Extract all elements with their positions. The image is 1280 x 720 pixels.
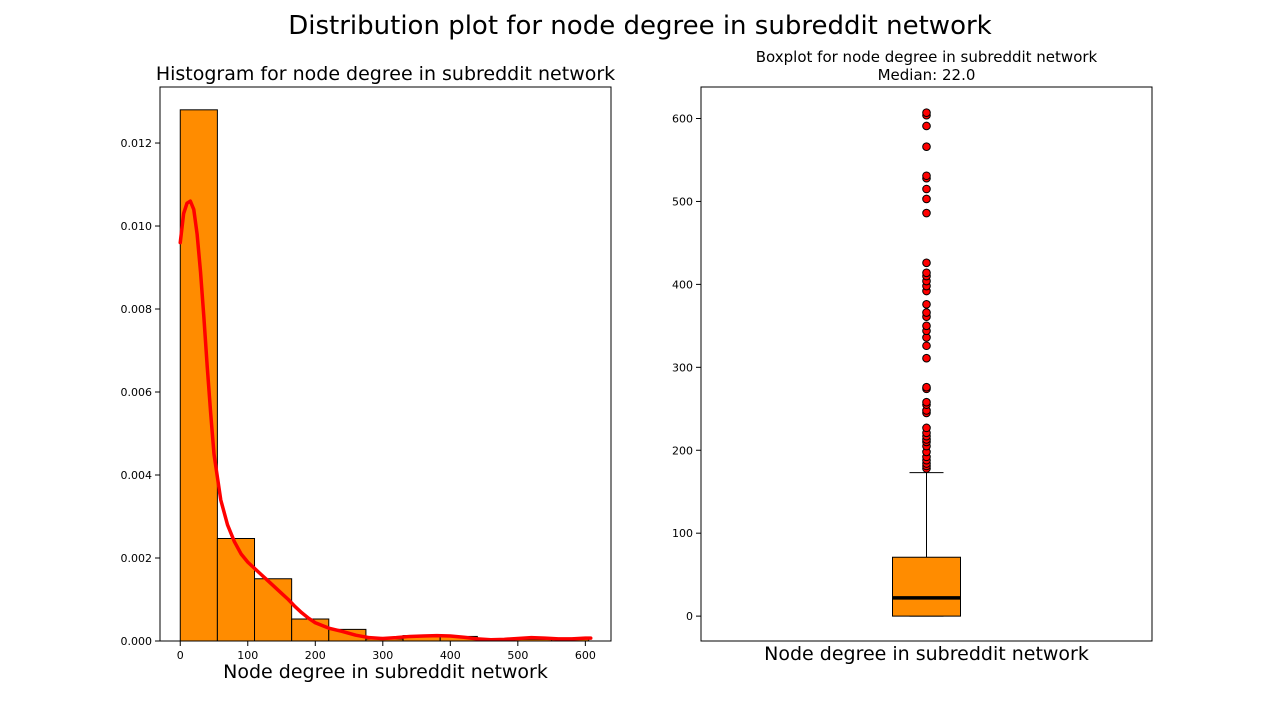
outlier-point-24	[922, 308, 931, 317]
histogram-bar-1	[216, 537, 256, 642]
outlier-point-40	[922, 108, 931, 118]
y-tick-label-3: 0.006	[121, 386, 153, 399]
y-tick-label-200: 200	[672, 444, 693, 457]
x-tick-label-0: 0	[177, 649, 184, 662]
x-tick-label-500: 500	[507, 649, 528, 662]
y-tick-label-0: 0.000	[121, 635, 153, 648]
y-tick-label-6: 0.012	[121, 137, 153, 150]
histogram-bars	[179, 109, 590, 642]
histogram-x-ticks: 0 100 200 300 400 500 600	[177, 641, 596, 662]
y-tick-label-400: 400	[672, 278, 693, 291]
outlier-point-30	[922, 268, 931, 278]
y-tick-label-0: 0	[686, 610, 693, 623]
outlier-point-22	[922, 321, 931, 331]
histogram-bar-2	[254, 578, 293, 642]
outlier-point-19	[922, 341, 931, 351]
outlier-point-15	[922, 397, 931, 407]
x-tick-label-300: 300	[372, 649, 393, 662]
histogram-x-axis-label: Node degree in subreddit network	[223, 661, 548, 683]
histogram-axes-frame	[159, 86, 612, 642]
x-tick-label-100: 100	[237, 649, 258, 662]
boxplot-x-axis-label: Node degree in subreddit network	[764, 643, 1089, 665]
outlier-point-33	[922, 194, 931, 204]
y-tick-label-1: 0.002	[121, 552, 153, 565]
x-tick-label-600: 600	[575, 649, 596, 662]
histogram-bar-3	[291, 618, 330, 642]
x-tick-label-400: 400	[440, 649, 461, 662]
outlier-point-17	[922, 382, 931, 392]
y-tick-label-500: 500	[672, 195, 693, 208]
y-tick-label-600: 600	[672, 113, 693, 126]
outlier-point-25	[922, 299, 931, 309]
boxplot-body	[892, 472, 961, 617]
figure-title: Distribution plot for node degree in sub…	[288, 11, 991, 41]
histogram-y-ticks: 0.000 0.002 0.004 0.006 0.008 0.010 0.012	[121, 137, 160, 648]
histogram-title: Histogram for node degree in subreddit n…	[156, 63, 615, 85]
boxplot-subtitle: Median: 22.0	[878, 66, 976, 84]
outlier-point-34	[922, 184, 931, 194]
outlier-point-37	[922, 142, 931, 152]
x-tick-label-200: 200	[305, 649, 326, 662]
y-tick-label-5: 0.010	[121, 220, 153, 233]
histogram-panel: Histogram for node degree in subreddit n…	[121, 63, 616, 683]
y-tick-label-4: 0.008	[121, 303, 153, 316]
outlier-point-38	[922, 121, 931, 131]
boxplot-outliers	[922, 108, 931, 473]
kde-curve	[178, 199, 593, 642]
box-iqr	[892, 556, 961, 617]
outlier-point-18	[922, 353, 931, 363]
boxplot-title: Boxplot for node degree in subreddit net…	[756, 48, 1098, 66]
histogram-bar-0	[179, 109, 218, 642]
boxplot-y-ticks: 0 100 200 300 400 500 600	[672, 113, 701, 623]
outlier-point-11	[922, 423, 931, 433]
outlier-point-31	[922, 258, 931, 268]
boxplot-panel: Boxplot for node degree in subreddit net…	[672, 48, 1153, 665]
outlier-point-36	[922, 171, 931, 181]
y-tick-label-2: 0.004	[121, 469, 153, 482]
kde-curve-group	[178, 199, 593, 642]
boxplot-axes-frame	[700, 86, 1153, 642]
outlier-point-32	[922, 208, 931, 218]
y-tick-label-300: 300	[672, 361, 693, 374]
y-tick-label-100: 100	[672, 527, 693, 540]
